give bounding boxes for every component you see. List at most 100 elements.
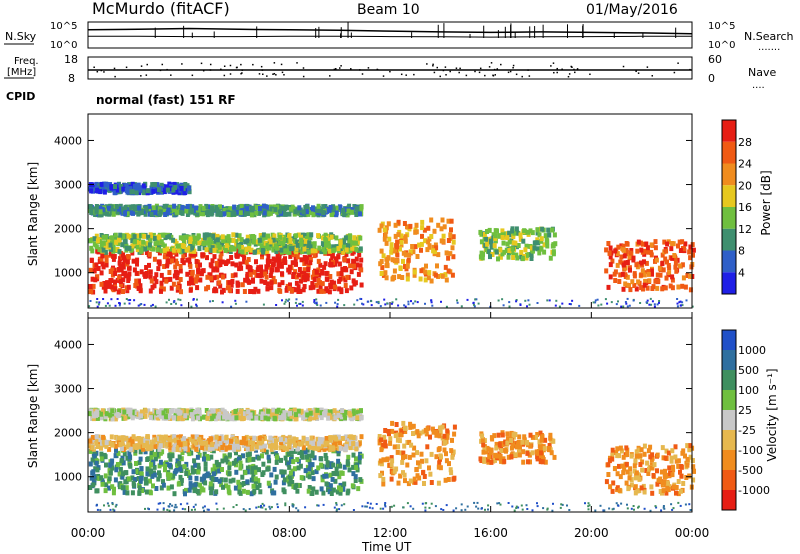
heat-cell [424,431,429,437]
heat-cell [95,467,100,473]
nave-point [170,74,172,76]
heat-cell [168,276,173,282]
heat-cell [172,491,177,497]
heat-cell [241,488,246,494]
heat-cell [187,257,192,263]
heat-cell [401,258,405,264]
heat-cell [625,302,628,305]
heat-cell [179,186,184,192]
heat-cell [306,471,311,477]
heat-cell [296,408,301,414]
heat-cell [167,413,172,419]
heat-cell [101,240,106,246]
heat-cell [155,247,160,253]
heat-cell [252,207,257,213]
heat-cell [377,227,382,233]
nave-point [445,74,447,76]
heat-cell [192,298,195,301]
nave-label: Nave [748,66,776,79]
freq-panel: Freq. [MHz] Nave .... 18 8 60 0 CPID nor… [4,53,776,107]
heat-cell [157,463,162,469]
heat-cell [312,415,317,421]
heat-cell [336,434,341,440]
heat-cell [101,264,106,270]
heat-cell [426,275,431,281]
heat-cell [270,243,275,248]
heat-cell [244,259,249,265]
heat-cell [149,452,154,458]
heat-cell [456,299,458,302]
heat-cell [116,450,121,456]
heat-cell [250,208,254,214]
heat-cell [103,182,108,188]
heat-cell [89,300,92,302]
heat-cell [165,471,170,477]
heat-cell [159,408,164,414]
heat-cell [358,211,362,217]
heat-cell [690,242,695,248]
heat-cell [436,480,441,486]
heat-cell [99,445,103,451]
nave-point [146,63,148,66]
heat-cell [281,240,286,246]
heat-cell [691,247,696,253]
heat-cell [537,232,542,238]
heat-cell [127,450,132,456]
heat-cell [334,466,339,472]
heat-cell [279,469,284,475]
heat-cell [509,432,514,438]
heat-cell [102,281,107,286]
heat-cell [302,254,307,260]
heat-cell [510,228,515,234]
heat-cell [422,474,427,479]
heat-cell [348,412,353,418]
heat-cell [228,237,233,243]
heat-cell [293,257,298,263]
heat-cell [317,437,322,443]
heat-cell [340,470,345,476]
heat-cell [249,269,254,275]
heat-cell [162,207,167,213]
heat-cell [120,485,125,491]
heat-cell [173,270,178,276]
heat-cell [240,249,245,255]
heat-cell [190,204,195,210]
heat-cell [288,253,293,259]
heat-cell [256,272,261,278]
heat-cell [515,300,518,303]
heat-cell [536,302,539,304]
heat-cell [202,473,207,479]
heat-cell [115,462,120,467]
heat-cell [674,268,679,274]
heat-cell [162,264,167,269]
heat-cell [608,262,613,268]
heat-cell [113,443,118,449]
nave-point [550,65,552,67]
heat-cell [122,257,127,263]
heat-cell [226,484,231,490]
heat-cell [117,237,121,243]
heat-cell [275,253,280,259]
heat-cell [141,189,146,195]
heat-cell [251,483,256,489]
heat-cell [125,288,130,294]
heat-cell [217,435,222,441]
heat-cell [135,443,140,449]
heat-cell [137,490,142,496]
heat-cell [140,209,144,215]
heat-cell [344,251,349,257]
heat-cell [262,203,266,209]
heat-cell [140,303,143,305]
heat-cell [329,212,334,218]
heat-cell [231,232,236,238]
heat-cell [420,219,425,225]
heat-cell [178,466,183,472]
nave-point [240,63,242,66]
heat-cell [520,256,525,262]
heat-cell [101,247,106,253]
heat-cell [216,414,221,420]
nave-point [492,75,495,77]
heat-cell [153,437,158,443]
nave-point [465,74,468,77]
nave-point [436,66,439,69]
